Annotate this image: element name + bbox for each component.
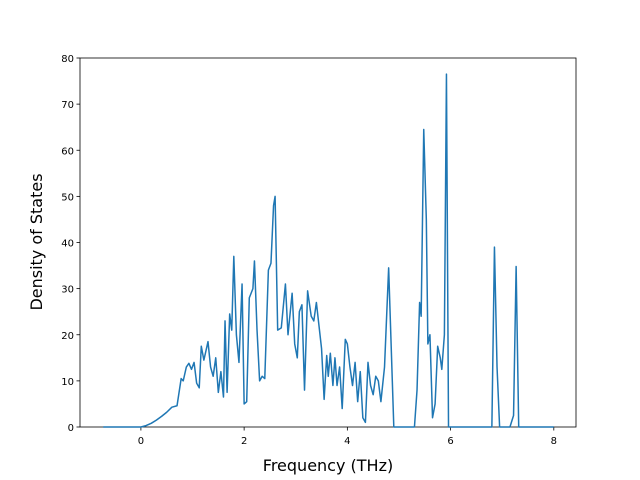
y-tick-label: 10 — [61, 377, 74, 388]
x-tick-label: 6 — [447, 436, 453, 447]
y-tick-label: 50 — [61, 192, 74, 203]
y-tick-label: 80 — [61, 54, 74, 65]
y-tick-label: 20 — [61, 331, 74, 342]
x-tick-label: 2 — [241, 436, 247, 447]
y-tick-label: 70 — [61, 100, 74, 111]
y-tick-label: 40 — [61, 239, 74, 250]
line-series — [103, 73, 554, 428]
y-tick-label: 0 — [68, 423, 74, 434]
x-tick-label: 0 — [138, 436, 144, 447]
x-tick-label: 8 — [551, 436, 557, 447]
y-tick-label: 30 — [61, 285, 74, 296]
y-axis-label: Density of States — [27, 173, 46, 310]
x-axis-label: Frequency (THz) — [263, 456, 393, 475]
x-tick-label: 4 — [344, 436, 350, 447]
y-tick-label: 60 — [61, 146, 74, 157]
